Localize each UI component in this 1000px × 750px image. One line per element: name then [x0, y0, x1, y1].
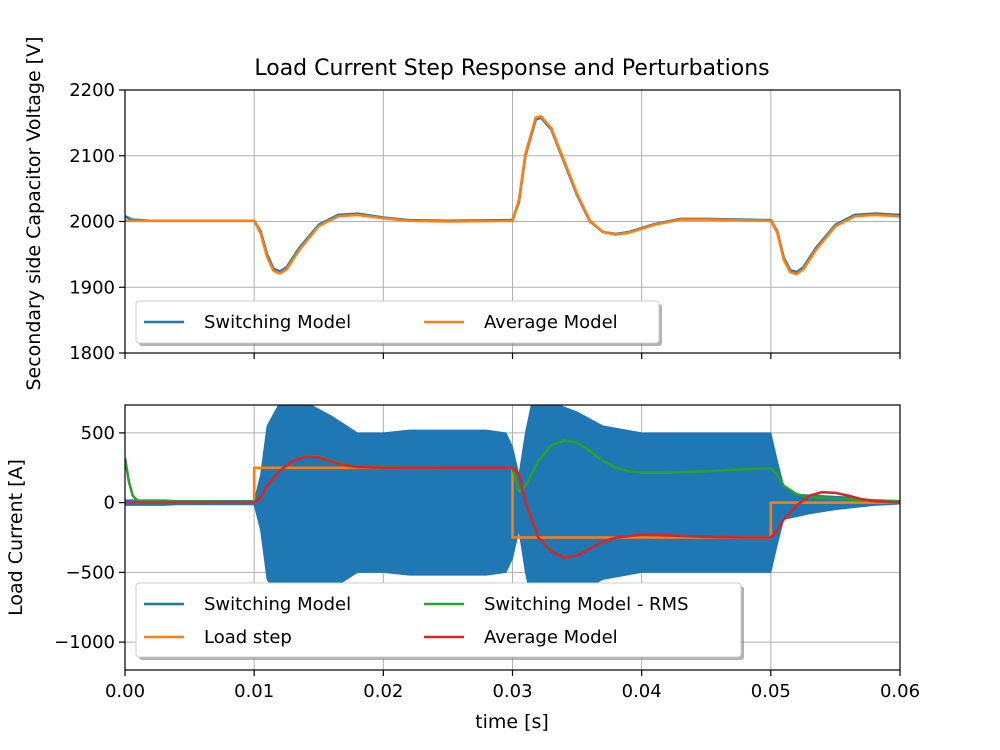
y-tick-label: 1900 — [69, 277, 115, 298]
y-tick-label: −500 — [66, 562, 115, 583]
x-tick-label: 0.05 — [751, 681, 791, 702]
y-tick-label: 500 — [81, 423, 115, 444]
series-average-model-line — [125, 115, 900, 276]
legend-box — [135, 582, 742, 658]
y-axis-label: Load Current [A] — [5, 459, 27, 616]
y-tick-label: −1000 — [54, 632, 115, 653]
legend-label: Switching Model - RMS — [484, 594, 689, 615]
series-load-step-line — [125, 466, 900, 539]
legend-label: Average Model — [484, 312, 618, 333]
x-axis-label: time [s] — [475, 711, 549, 733]
chart-title: Load Current Step Response and Perturbat… — [254, 56, 769, 81]
legend-label: Average Model — [484, 627, 618, 648]
legend-label: Switching Model — [204, 594, 351, 615]
legend-box — [135, 300, 660, 344]
x-tick-label: 0.06 — [880, 681, 920, 702]
y-axis-label: Secondary side Capacitor Voltage [V] — [23, 36, 45, 390]
y-tick-label: 2000 — [69, 212, 115, 233]
current-subplot: 0.00 0.01 0.02 0.03 0.04 0.05 0.06 −1000 −500 0 50… — [5, 404, 920, 702]
y-tick-label: 0 — [104, 493, 115, 514]
legend: Switching Model Load step Switching Model … — [135, 582, 744, 660]
legend: Switching Model Average Model — [135, 300, 662, 346]
plot-area — [125, 115, 900, 276]
x-tick-label: 0.03 — [492, 681, 532, 702]
legend-label: Switching Model — [204, 312, 351, 333]
x-tick-label: 0.02 — [363, 681, 403, 702]
x-tick-label: 0.01 — [234, 681, 274, 702]
legend-label: Load step — [204, 627, 292, 648]
y-tick-label: 2200 — [69, 80, 115, 101]
x-tick-label: 0.00 — [105, 681, 145, 702]
plot-area — [125, 405, 900, 604]
voltage-subplot: 1800 1900 2000 2100 2200 Secondary side Capac… — [23, 36, 901, 391]
x-tick-label: 0.04 — [622, 681, 662, 702]
y-tick-label: 2100 — [69, 146, 115, 167]
y-tick-label: 1800 — [69, 343, 115, 364]
series-average-model-line — [125, 455, 900, 560]
